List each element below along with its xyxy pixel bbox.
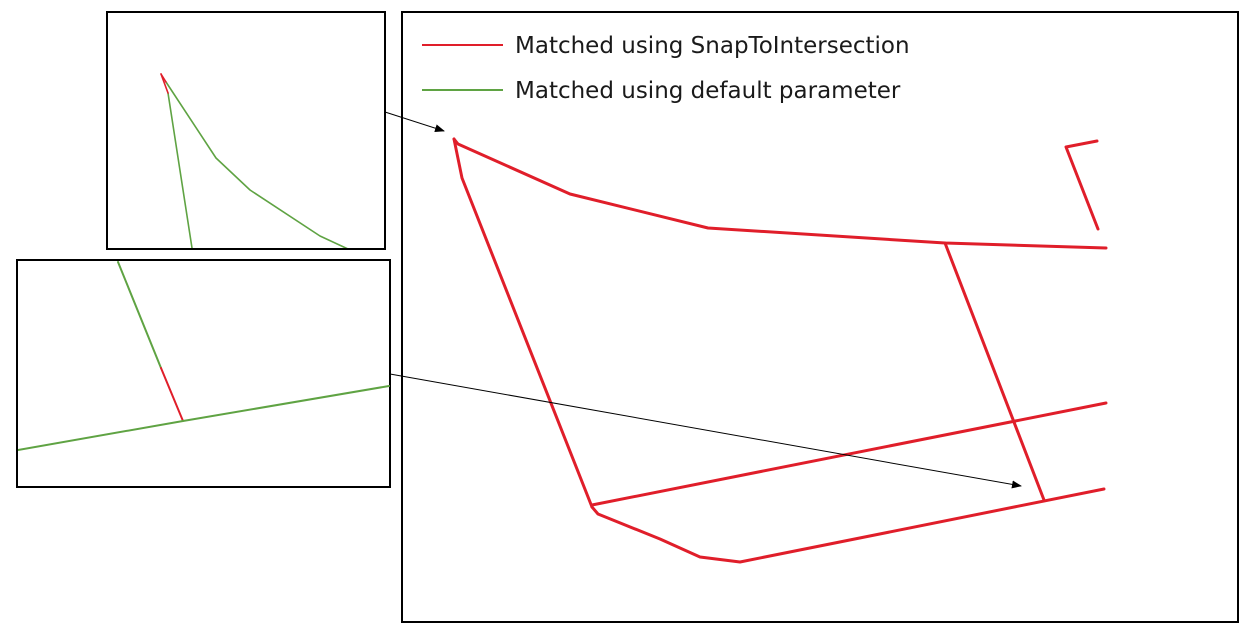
main-map-panel: Matched using SnapToIntersection Matched… [401,11,1239,623]
route-segment-left-road [452,137,594,509]
route-segment-diagonal-road [590,401,1108,507]
zoom-inset-bottom-frame [16,259,391,488]
zoom-inset-top [106,11,386,250]
inset-top-snap-route-branch [160,73,167,83]
legend: Matched using SnapToIntersection Matched… [422,33,910,104]
callout-arrow-top [384,111,445,133]
legend-label-default: Matched using default parameter [515,78,901,104]
route-segment-bottom-curve [590,487,1106,564]
inset-top-default-route-branch [165,81,348,248]
main-map-frame [401,11,1239,623]
callout-arrows [384,111,1022,489]
legend-label-snap: Matched using SnapToIntersection [515,33,910,59]
callout-arrow-bottom [389,373,1022,489]
inset-bottom-default-route-horizontal [18,385,390,451]
snap-route-network [452,137,1108,564]
zoom-inset-bottom [16,259,391,488]
route-segment-right-road [943,241,1046,502]
zoom-inset-top-frame [106,11,386,250]
inset-bottom-default-route-vertical [117,261,162,369]
inset-top-default-route [167,92,193,248]
route-segment-top-road [452,137,1108,250]
route-segment-corner-fragment [1064,139,1100,231]
inset-bottom-snap-route-vertical [160,367,184,422]
